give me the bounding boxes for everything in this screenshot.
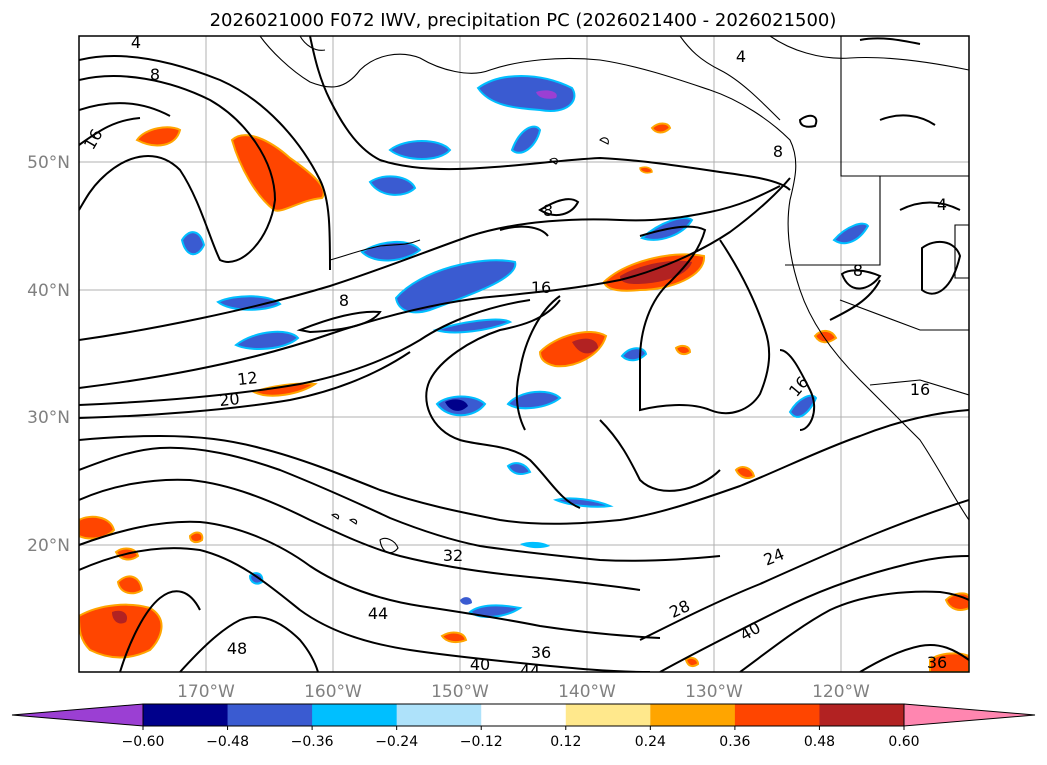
contour-label: 8 (543, 201, 553, 220)
colorbar-tick-label: 0.36 (719, 734, 750, 750)
contour-label: 8 (773, 142, 783, 161)
lat-label: 50°N (27, 153, 70, 173)
colorbar-segment (819, 704, 905, 726)
contour-label: 20 (218, 389, 240, 410)
lat-label: 40°N (27, 281, 70, 301)
colorbar-frame (142, 703, 905, 727)
colorbar-tick-label: 0.24 (635, 734, 666, 750)
contour-label: 8 (150, 65, 160, 84)
lon-label: 150°W (431, 682, 489, 702)
lon-label: 130°W (685, 682, 743, 702)
colorbar-segment (565, 704, 651, 726)
contour-label: 48 (227, 639, 247, 658)
colorbar-tick-label: 0.60 (888, 734, 919, 750)
contour-label: 36 (927, 653, 947, 672)
coastlines (259, 36, 969, 554)
colorbar-extend-low (11, 703, 144, 727)
contour-label: 8 (853, 261, 863, 280)
contour-label: 4 (131, 33, 141, 52)
colorbar-extend-high (903, 703, 1036, 727)
colorbar-segment (481, 704, 567, 726)
contour-label: 4 (736, 47, 746, 66)
contour-label: 44 (368, 604, 388, 623)
lat-label: 20°N (27, 536, 70, 556)
contour-label: 4 (937, 195, 947, 214)
precip-positive-areas (79, 122, 969, 672)
colorbar-tick-label: −0.36 (291, 734, 334, 750)
map-content: 4 8 16 12 20 8 8 16 16 8 4 4 8 32 24 28 … (79, 33, 969, 680)
contour-label: 32 (443, 546, 463, 565)
latitude-labels: 50°N 40°N 30°N 20°N (27, 153, 70, 556)
lat-label: 30°N (27, 408, 70, 428)
colorbar-tick-label: −0.24 (375, 734, 418, 750)
precip-negative-areas (180, 75, 870, 618)
colorbar-segment (227, 704, 313, 726)
colorbar-segment (396, 704, 482, 726)
colorbar-tick-label: 0.48 (804, 734, 835, 750)
colorbar-tick-label: −0.48 (206, 734, 249, 750)
contour-label: 8 (339, 291, 349, 310)
colorbar-tick-label: −0.60 (122, 734, 165, 750)
contour-label: 16 (531, 278, 551, 297)
colorbar-segment (312, 704, 398, 726)
contour-label: 44 (520, 661, 540, 680)
contour-label: 40 (470, 655, 490, 674)
colorbar: −0.60 −0.48 −0.36 −0.24 −0.12 0.12 0.24 0.36 0.4… (11, 703, 1036, 750)
map-frame (78, 35, 970, 673)
longitude-labels: 170°W 160°W 150°W 140°W 130°W 120°W (177, 682, 870, 702)
figure-title: 2026021000 F072 IWV, precipitation PC (2… (210, 10, 837, 31)
colorbar-tick-label: 0.12 (550, 734, 581, 750)
colorbar-tick-label: −0.12 (460, 734, 503, 750)
colorbar-segment (734, 704, 820, 726)
iwv-contours (79, 36, 969, 672)
lon-label: 120°W (812, 682, 870, 702)
lon-label: 170°W (177, 682, 235, 702)
colorbar-segment (650, 704, 736, 726)
contour-label: 12 (236, 368, 258, 389)
contour-label: 36 (531, 643, 551, 662)
lon-label: 140°W (558, 682, 616, 702)
colorbar-segment (143, 704, 229, 726)
contour-label: 16 (910, 380, 930, 399)
lon-label: 160°W (304, 682, 362, 702)
